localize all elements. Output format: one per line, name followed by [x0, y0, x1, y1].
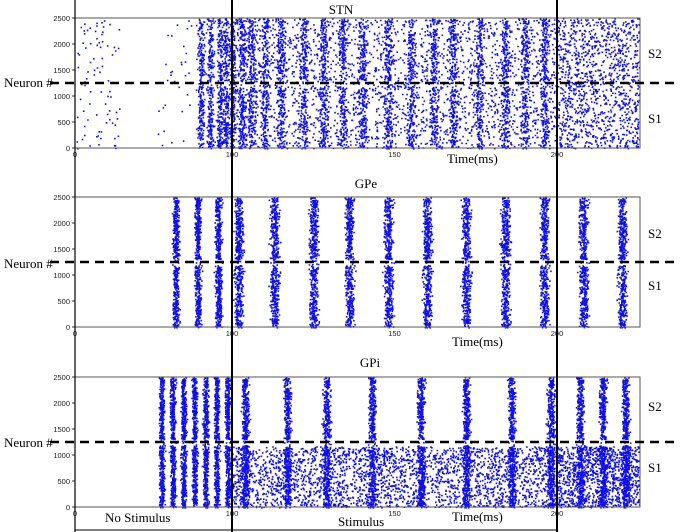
stn-xtick-label: 150: [388, 150, 401, 159]
gpe-ytick-label: 2000: [53, 219, 70, 228]
gpi-axes: 050010001500200025000100150200: [50, 373, 678, 518]
stn-ytick-label: 1500: [53, 66, 70, 75]
gpi-s2-label: S2: [648, 399, 662, 414]
gpi-ytick-label: 1500: [53, 425, 70, 434]
stn-ytick-label: 2500: [53, 14, 70, 23]
stn-s1-label: S1: [648, 111, 662, 126]
gpi-title: GPi: [360, 355, 381, 370]
stimulus-label: Stimulus: [338, 514, 384, 529]
gpe-ytick-label: 1500: [53, 245, 70, 254]
gpi-ytick-label: 2000: [53, 399, 70, 408]
gpe-spike-raster: [171, 197, 630, 329]
stn-ytick-label: 500: [57, 118, 70, 127]
stn-ytick-label: 1000: [53, 92, 70, 101]
gpi-ytick-label: 500: [57, 477, 70, 486]
gpe-ytick-label: 500: [57, 297, 70, 306]
gpe-s2-label: S2: [648, 226, 662, 241]
gpe-ytick-label: 0: [66, 323, 70, 332]
gpi-ytick-label: 2500: [53, 373, 70, 382]
gpe-xlabel: Time(ms): [452, 334, 503, 349]
gpi-s1-label: S1: [648, 460, 662, 475]
stn-s2-label: S2: [648, 46, 662, 61]
stn-xlabel: Time(ms): [447, 151, 498, 166]
gpe-spikes: [171, 197, 630, 329]
gpi-panel: GPi 050010001500200025000100150200 Neuro…: [4, 355, 678, 524]
gpi-xtick-label: 150: [388, 509, 401, 518]
stn-ytick-label: 2000: [53, 40, 70, 49]
gpe-title: GPe: [355, 176, 378, 191]
gpe-s1-label: S1: [648, 278, 662, 293]
gpi-spike-raster: [158, 377, 641, 509]
stn-panel: STN 050010001500200025000100150200 Neuro…: [4, 2, 678, 166]
gpe-ylabel: Neuron #: [4, 256, 53, 271]
stn-title: STN: [329, 2, 354, 17]
gpe-xtick-label: 150: [388, 329, 401, 338]
stn-ytick-label: 0: [66, 144, 70, 153]
stn-ylabel: Neuron #: [4, 75, 53, 90]
no-stimulus-label: No Stimulus: [105, 510, 170, 525]
gpe-ytick-label: 2500: [53, 193, 70, 202]
gpi-ylabel: Neuron #: [4, 435, 53, 450]
gpi-ytick-label: 1000: [53, 451, 70, 460]
stimulus-dividers: [74, 0, 558, 532]
gpe-panel: GPe 050010001500200025000100150200 Neuro…: [4, 176, 678, 349]
gpi-ytick-label: 0: [66, 503, 70, 512]
gpe-ytick-label: 1000: [53, 271, 70, 280]
gpi-xlabel: Time(ms): [452, 509, 503, 524]
gpi-spikes: [158, 377, 641, 509]
